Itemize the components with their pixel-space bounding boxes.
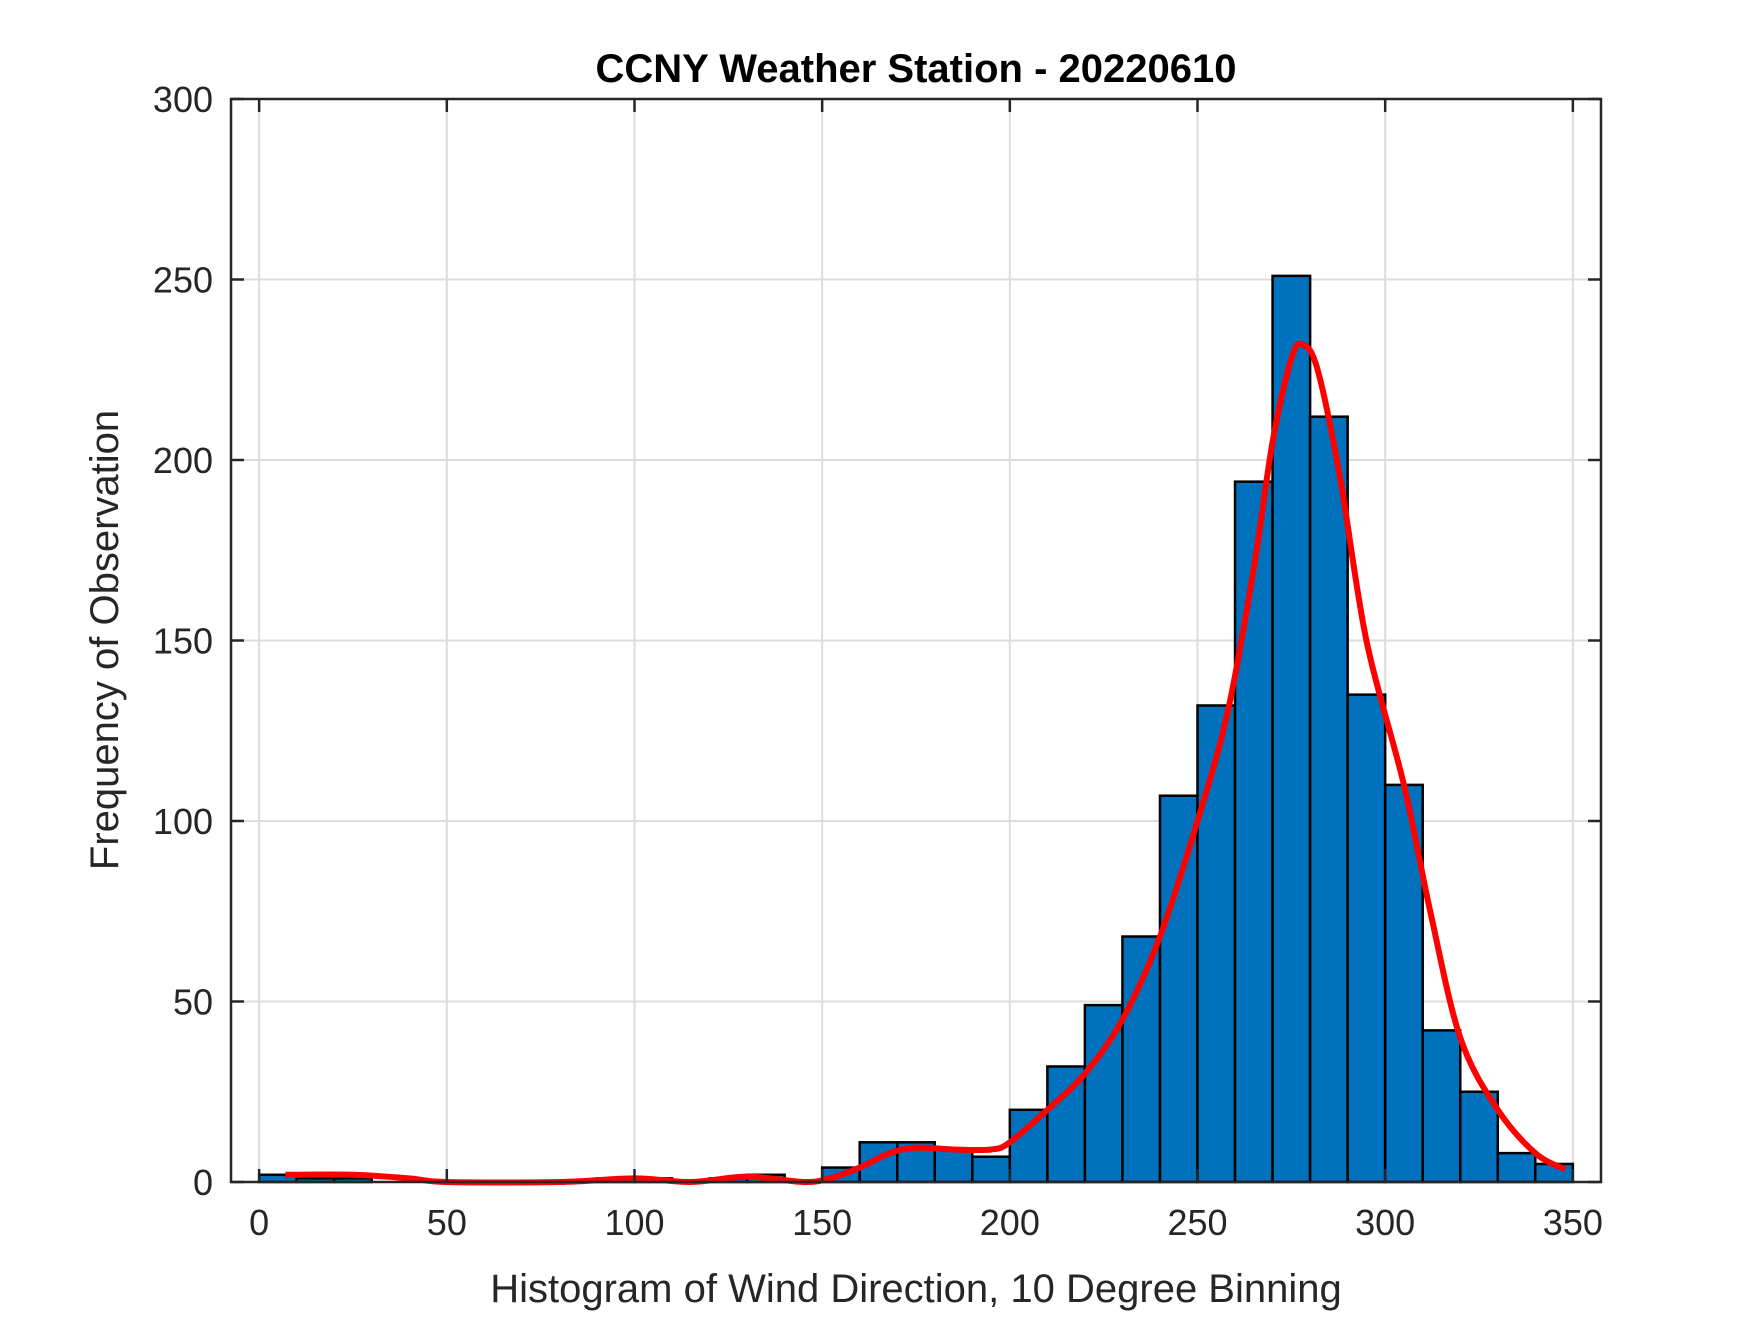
histogram-bar xyxy=(971,1155,1012,1184)
x-tick-labels: 0 50 100 150 200 250 300 350 xyxy=(249,1202,1603,1243)
x-tick-label: 200 xyxy=(980,1202,1040,1243)
y-axis-label: Frequency of Observation xyxy=(83,410,127,870)
histogram-bar xyxy=(1121,935,1162,1184)
y-tick-label: 150 xyxy=(153,621,213,662)
histogram-bar xyxy=(1308,415,1349,1184)
axis-ticks xyxy=(231,97,1601,1184)
x-tick-label: 100 xyxy=(604,1202,664,1243)
x-axis-label: Histogram of Wind Direction, 10 Degree B… xyxy=(490,1267,1342,1311)
histogram-bar xyxy=(1008,1108,1049,1184)
x-tick-label: 50 xyxy=(427,1202,467,1243)
y-tick-label: 50 xyxy=(173,982,213,1023)
y-tick-labels: 0 50 100 150 200 250 300 xyxy=(153,79,213,1203)
histogram-bar xyxy=(1233,480,1274,1184)
x-tick-label: 350 xyxy=(1543,1202,1603,1243)
y-tick-label: 0 xyxy=(193,1162,213,1203)
y-tick-label: 300 xyxy=(153,79,213,120)
histogram-bar xyxy=(1196,704,1237,1184)
grid-lines xyxy=(231,98,1601,1183)
histogram-bars xyxy=(257,274,1575,1184)
histogram-bar xyxy=(1046,1065,1087,1184)
x-tick-label: 150 xyxy=(792,1202,852,1243)
y-tick-label: 250 xyxy=(153,260,213,301)
x-tick-label: 250 xyxy=(1167,1202,1227,1243)
y-tick-label: 200 xyxy=(153,440,213,481)
y-tick-label: 100 xyxy=(153,801,213,842)
histogram-bar xyxy=(1346,693,1387,1184)
x-tick-label: 300 xyxy=(1355,1202,1415,1243)
histogram-bar xyxy=(1158,794,1199,1184)
chart-title: CCNY Weather Station - 20220610 xyxy=(596,47,1237,91)
histogram-bar xyxy=(1496,1151,1537,1184)
histogram-bar xyxy=(933,1148,974,1184)
histogram-bar xyxy=(1421,1029,1462,1184)
x-tick-label: 0 xyxy=(249,1202,269,1243)
